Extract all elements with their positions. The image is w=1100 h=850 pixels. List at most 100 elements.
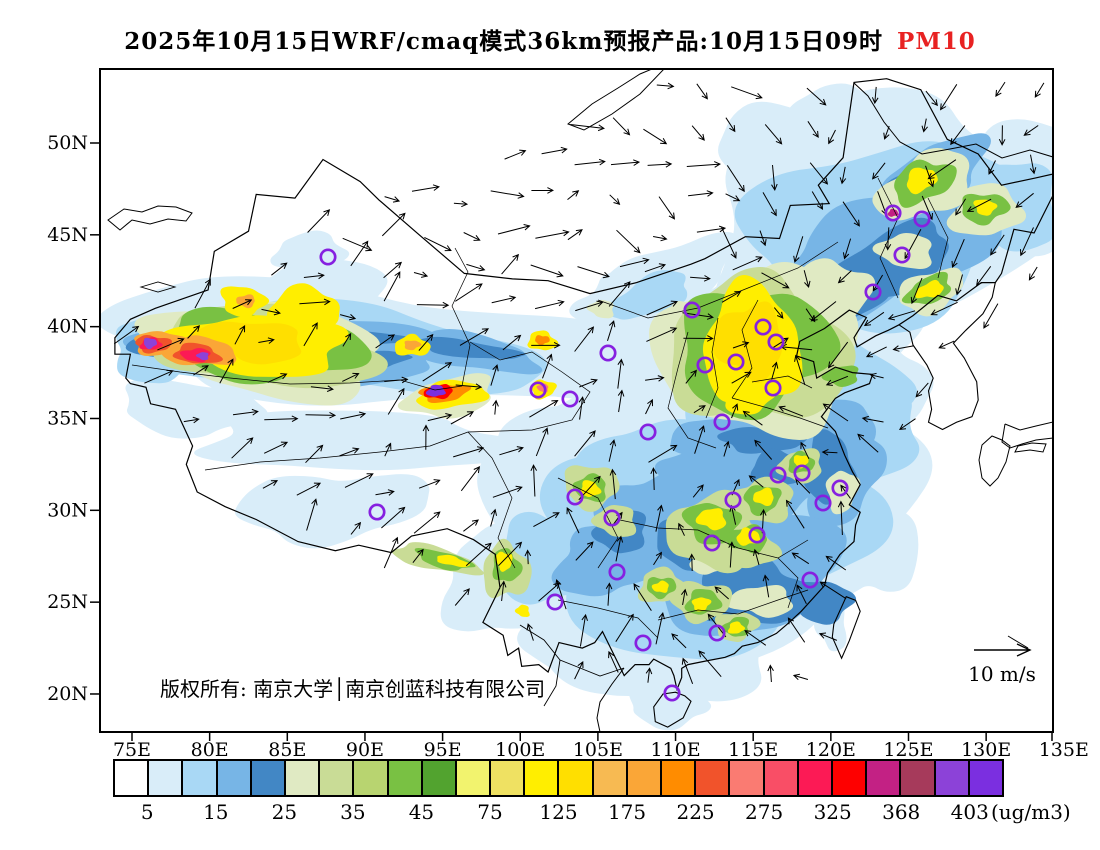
- wind-arrow-icon: [608, 439, 617, 462]
- wind-arrow-icon: [837, 270, 852, 284]
- wind-arrow-icon: [193, 365, 209, 376]
- contour-blob: [821, 365, 859, 387]
- colorbar-segment: [285, 761, 321, 795]
- coastline-border: [139, 281, 177, 293]
- wind-arrow-icon: [767, 664, 774, 683]
- wind-arrow-icon: [453, 446, 485, 458]
- lon-tick-label: 125E: [883, 739, 933, 761]
- colorbar-segment: [183, 761, 218, 795]
- wind-arrow-icon: [296, 482, 322, 496]
- colorbar-segment: [798, 761, 833, 795]
- wind-arrow-icon: [810, 301, 837, 322]
- wind-arrow-icon: [653, 551, 662, 566]
- colorbar-tick-label: 75: [477, 800, 503, 824]
- wind-arrow-icon: [725, 117, 736, 133]
- wind-arrow-icon: [778, 405, 804, 417]
- wind-arrow-icon: [645, 398, 653, 415]
- wind-arrow-icon: [837, 500, 845, 536]
- station-marker: [608, 563, 626, 581]
- wind-arrow-icon: [453, 200, 469, 208]
- wind-arrow-icon: [688, 553, 696, 572]
- contour-blob: [590, 504, 637, 537]
- station-marker: [814, 494, 832, 512]
- lon-tick-label: 105E: [573, 739, 623, 761]
- lon-tick-label: 120E: [806, 739, 856, 761]
- station-marker: [724, 491, 742, 509]
- wind-arrow-icon: [579, 613, 588, 647]
- wind-arrow-icon: [647, 161, 673, 168]
- wind-arrow-icon: [693, 405, 706, 414]
- wind-arrow-icon: [416, 301, 450, 309]
- wind-arrow-icon: [609, 194, 621, 205]
- wind-arrow-icon: [459, 328, 490, 346]
- wind-arrow-icon: [566, 507, 580, 534]
- wind-arrow-icon: [305, 444, 324, 464]
- wind-arrow-icon: [384, 442, 392, 457]
- station-marker: [663, 684, 681, 702]
- wind-arrow-icon: [113, 325, 140, 345]
- colorbar-segment: [867, 761, 902, 795]
- wind-arrow-icon: [691, 125, 705, 141]
- wind-arrow-icon: [555, 579, 567, 610]
- wind-arrow-icon: [616, 229, 641, 254]
- colorbar-segment: [969, 761, 1002, 795]
- province-boundary: [877, 177, 899, 299]
- wind-arrow-icon: [350, 521, 362, 535]
- wind-arrow-icon: [608, 650, 619, 673]
- wind-arrow-icon: [732, 341, 750, 349]
- station-marker: [368, 503, 386, 521]
- province-boundary: [777, 557, 799, 609]
- wind-arrow-icon: [422, 362, 453, 382]
- wind-arrow-icon: [499, 446, 524, 456]
- lon-tick-label: 130E: [961, 739, 1011, 761]
- wind-arrow-icon: [794, 354, 806, 386]
- wind-arrow-icon: [966, 198, 992, 212]
- wind-arrow-icon: [579, 378, 598, 388]
- wind-arrow-icon: [577, 266, 610, 279]
- wind-arrow-icon: [771, 164, 778, 191]
- station-marker: [864, 283, 882, 301]
- wind-arrow-icon: [1028, 266, 1038, 281]
- contour-blob: [535, 335, 550, 346]
- wind-arrow-icon: [497, 224, 531, 235]
- contour-blob: [651, 580, 669, 593]
- wind-arrow-icon: [1029, 154, 1037, 175]
- wind-arrow-icon: [692, 484, 704, 498]
- wind-arrow-icon: [303, 272, 325, 280]
- lon-tick-label: 80E: [191, 739, 229, 761]
- wind-arrow-icon: [460, 466, 481, 492]
- wind-arrow-icon: [861, 415, 884, 423]
- wind-arrow-icon: [872, 162, 886, 180]
- station-marker: [546, 593, 564, 611]
- wind-arrow-icon: [998, 125, 1006, 146]
- wind-arrow-icon: [887, 310, 916, 321]
- wind-arrow-icon: [732, 256, 763, 271]
- wind-arrow-icon: [340, 411, 367, 420]
- colorbar-tick-label: 225: [676, 800, 715, 824]
- wind-arrow-icon: [955, 198, 967, 216]
- province-boundary: [657, 589, 809, 621]
- wind-arrow-icon: [608, 281, 631, 307]
- contour-blob: [973, 199, 998, 216]
- wind-arrow-icon: [648, 444, 678, 463]
- wind-arrow-icon: [490, 190, 525, 199]
- wind-arrow-icon: [492, 399, 499, 415]
- contour-blob: [789, 581, 857, 625]
- wind-arrow-icon: [344, 473, 374, 488]
- wind-arrow-icon: [381, 506, 406, 529]
- colorbar-tick-label: 403: [950, 800, 989, 824]
- wind-arrow-icon: [785, 499, 805, 529]
- wind-arrow-icon: [686, 161, 721, 168]
- wind-arrow-icon: [455, 283, 483, 302]
- wind-arrow-icon: [231, 437, 254, 459]
- wind-arrow-icon: [232, 408, 259, 416]
- wind-arrow-icon: [678, 522, 685, 536]
- wind-arrow-icon: [413, 271, 429, 278]
- wind-arrow-icon: [938, 340, 955, 349]
- wind-arrow-icon: [658, 196, 676, 220]
- wind-arrow-icon: [921, 118, 928, 133]
- copyright-text: 版权所有: 南京大学│南京创蓝科技有限公司: [160, 677, 545, 701]
- wind-arrow-icon: [825, 555, 847, 571]
- wind-arrow-icon: [574, 430, 596, 457]
